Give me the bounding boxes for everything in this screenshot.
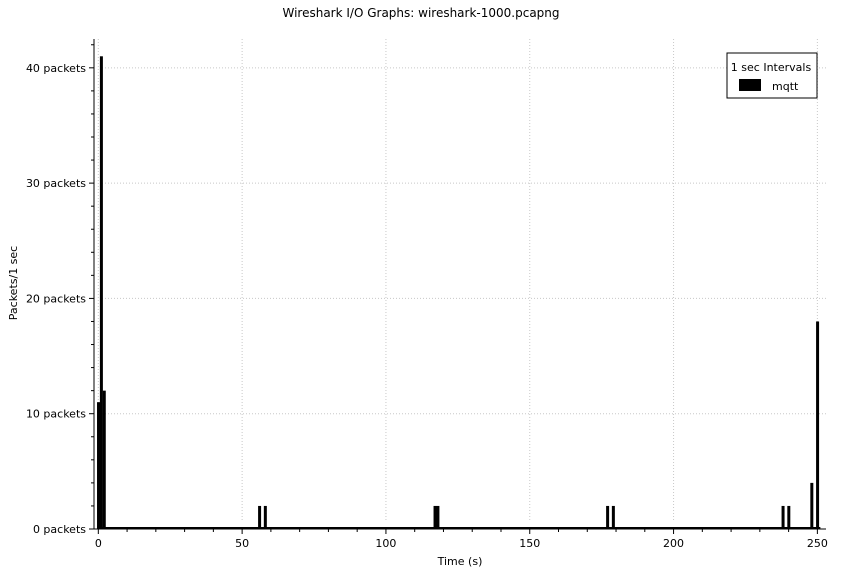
legend: 1 sec Intervals mqtt bbox=[726, 52, 818, 99]
bars-mqtt bbox=[97, 56, 821, 529]
chart-title: Wireshark I/O Graphs: wireshark-1000.pca… bbox=[282, 6, 559, 20]
x-axis-label: Time (s) bbox=[437, 555, 483, 568]
x-tick-label: 100 bbox=[375, 537, 396, 550]
bar-mqtt bbox=[102, 390, 106, 529]
x-tick-label: 0 bbox=[95, 537, 102, 550]
y-tick-label: 30 packets bbox=[26, 177, 86, 190]
bar-mqtt bbox=[787, 505, 791, 529]
y-axis-label: Packets/1 sec bbox=[7, 246, 20, 320]
axes: 0 50 100 150 200 250 0 packets 10 packets 20 pac… bbox=[26, 39, 828, 550]
bar-mqtt bbox=[436, 505, 440, 529]
legend-label-mqtt: mqtt bbox=[772, 80, 799, 93]
bar-mqtt bbox=[816, 321, 820, 529]
bar-mqtt bbox=[258, 505, 262, 529]
x-tick-label: 200 bbox=[663, 537, 684, 550]
x-tick-label: 50 bbox=[235, 537, 249, 550]
y-tick-label: 20 packets bbox=[26, 292, 86, 305]
bar-mqtt bbox=[97, 402, 101, 529]
y-tick-label: 0 packets bbox=[33, 523, 86, 536]
bar-mqtt bbox=[433, 505, 437, 529]
y-tick-label: 40 packets bbox=[26, 62, 86, 75]
x-tick-label: 150 bbox=[519, 537, 540, 550]
legend-swatch-mqtt bbox=[739, 79, 761, 91]
x-tick-label: 250 bbox=[807, 537, 828, 550]
legend-title: 1 sec Intervals bbox=[731, 61, 812, 74]
bar-mqtt bbox=[606, 505, 610, 529]
grid-lines bbox=[97, 39, 826, 521]
bar-mqtt bbox=[611, 505, 615, 529]
bar-mqtt bbox=[781, 505, 785, 529]
bar-mqtt bbox=[810, 482, 814, 529]
bar-mqtt bbox=[263, 505, 267, 529]
bar-mqtt bbox=[99, 56, 103, 529]
y-tick-label: 10 packets bbox=[26, 408, 86, 421]
